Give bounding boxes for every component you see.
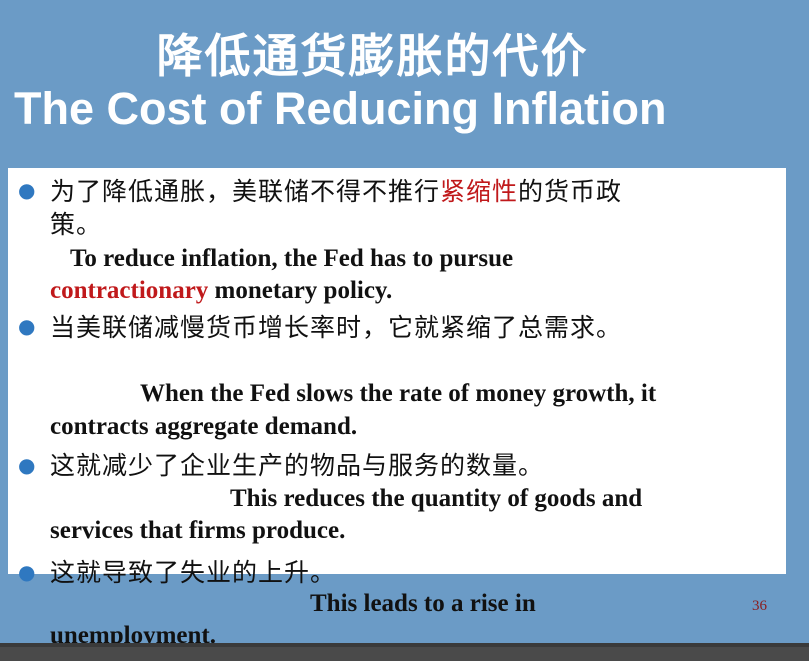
point-1-cn-after: 的货币政 <box>518 177 623 206</box>
point-1-cn-line1: 为了降低通胀，美联储不得不推行紧缩性的货币政 <box>50 176 622 207</box>
point-4-cn-line1: 这就导致了失业的上升。 <box>50 558 337 587</box>
bullet-2: ● <box>18 314 36 338</box>
point-4-en-line1: This leads to a rise in <box>310 590 536 617</box>
bottom-bar <box>0 643 809 661</box>
bullet-4: ● <box>18 560 36 584</box>
bullet-3: ● <box>18 453 36 477</box>
point-1-en-line1: To reduce inflation, the Fed has to purs… <box>70 245 514 272</box>
slide-title-en: The Cost of Reducing Inflation <box>14 83 667 134</box>
point-2-en-line2: contracts aggregate demand. <box>50 413 358 440</box>
bullet-1: ● <box>18 178 36 202</box>
point-3-en-line1: This reduces the quantity of goods and <box>230 485 643 512</box>
point-3-cn-line1: 这就减少了企业生产的物品与服务的数量。 <box>50 451 545 480</box>
point-1-cn-line2: 策。 <box>50 210 103 239</box>
point-1-en-highlight: contractionary <box>50 277 209 304</box>
point-2-en-line1: When the Fed slows the rate of money gro… <box>140 380 657 407</box>
content-box <box>8 168 786 574</box>
page-number: 36 <box>752 598 767 614</box>
point-1-cn-before: 为了降低通胀，美联储不得不推行 <box>50 177 441 206</box>
point-1-cn-highlight: 紧缩性 <box>440 177 519 206</box>
point-1-en-line2: contractionary monetary policy. <box>50 274 392 307</box>
slide-title-cn: 降低通货膨胀的代价 <box>156 29 589 83</box>
point-2-cn-line1: 当美联储减慢货币增长率时，它就紧缩了总需求。 <box>50 313 623 342</box>
point-3-en-line2: services that firms produce. <box>50 517 346 544</box>
point-1-en-after: monetary policy. <box>208 277 393 304</box>
bottom-bar-inner <box>0 647 809 661</box>
